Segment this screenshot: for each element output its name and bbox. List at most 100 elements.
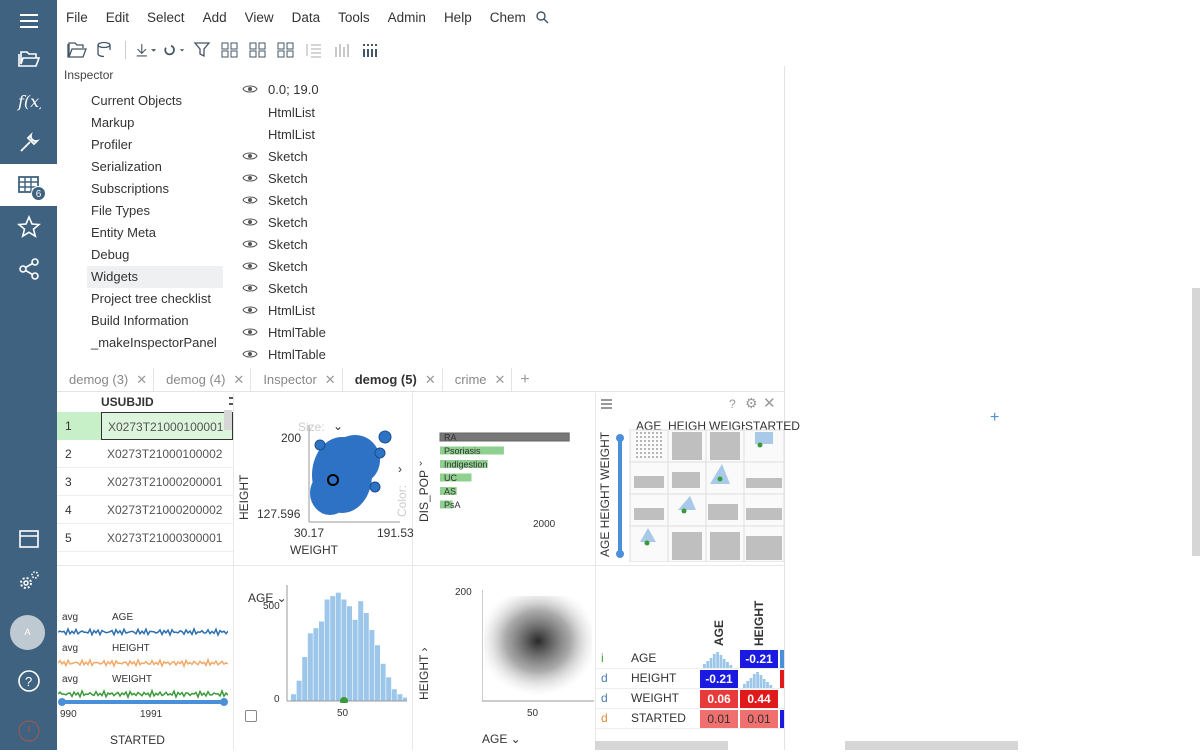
sidebar-help-button[interactable]: ? xyxy=(0,660,57,702)
sidebar-settings-button[interactable] xyxy=(0,560,57,602)
refresh-icon[interactable] xyxy=(163,39,185,61)
density-y-selector[interactable]: HEIGHT › xyxy=(417,647,431,700)
widget-row[interactable]: HtmlTable xyxy=(240,343,360,365)
columns-icon[interactable] xyxy=(359,39,381,61)
eye-icon[interactable] xyxy=(240,151,268,161)
inspector-item-debug[interactable]: Debug xyxy=(91,247,130,262)
hamburger-icon[interactable] xyxy=(600,398,613,410)
view-tab[interactable]: demog (3) ✕ xyxy=(57,367,155,392)
inspector-item-profiler[interactable]: Profiler xyxy=(91,137,133,152)
table-cell[interactable]: X0273T21000200001 xyxy=(107,475,223,489)
corr-cell[interactable]: 0.01 xyxy=(740,710,778,728)
menu-view[interactable]: View xyxy=(244,9,274,25)
table-cell[interactable]: X0273T21000300001 xyxy=(107,531,223,545)
widget-row[interactable]: HtmlList xyxy=(240,101,360,123)
row-number[interactable]: 4 xyxy=(65,503,72,517)
horizontal-scrollbar[interactable] xyxy=(595,741,728,750)
menu-chem[interactable]: Chem xyxy=(489,9,526,25)
corr-cell[interactable]: 0.01 xyxy=(700,710,738,728)
grid-column-header[interactable]: USUBJID xyxy=(101,395,154,409)
help-icon[interactable]: ? xyxy=(729,397,736,411)
table-row[interactable]: 1 X0273T21000100001 xyxy=(57,412,233,440)
table-row[interactable]: 2 X0273T21000100002 xyxy=(57,440,233,468)
horizontal-scrollbar[interactable] xyxy=(845,741,1018,750)
inspector-item-serialization[interactable]: Serialization xyxy=(91,159,162,174)
corr-cell[interactable]: -0.21 xyxy=(740,650,778,668)
widget-row[interactable]: Sketch xyxy=(240,233,360,255)
scatter-x-label[interactable]: WEIGHT xyxy=(290,543,338,557)
widget-row[interactable]: 0.0; 19.0 xyxy=(240,79,360,99)
menu-edit[interactable]: Edit xyxy=(105,9,130,25)
tile-view-icon[interactable] xyxy=(247,39,269,61)
histogram-checkbox[interactable] xyxy=(245,710,257,722)
search-icon[interactable] xyxy=(535,10,549,24)
eye-icon[interactable] xyxy=(240,239,268,249)
widget-row[interactable]: HtmlTable xyxy=(240,321,360,343)
chevron-down-icon[interactable]: ⌄ xyxy=(333,419,344,433)
gear-icon[interactable]: ⚙ xyxy=(745,395,758,411)
inspector-item-make-inspector-panel[interactable]: _makeInspectorPanel xyxy=(91,335,217,350)
database-icon[interactable] xyxy=(94,39,116,61)
menu-add[interactable]: Add xyxy=(202,9,227,25)
histogram-column-selector[interactable]: AGE ⌄ xyxy=(248,591,287,605)
table-row[interactable]: 5 X0273T21000300001 xyxy=(57,524,233,552)
widget-row[interactable]: Sketch xyxy=(240,145,360,167)
grid-view-icon[interactable] xyxy=(219,39,241,61)
sidebar-favorites-button[interactable] xyxy=(0,206,57,248)
table-row[interactable]: 3 X0273T21000200001 xyxy=(57,468,233,496)
row-number[interactable]: 2 xyxy=(65,447,72,461)
menu-select[interactable]: Select xyxy=(147,9,185,25)
inspector-item-project-tree-checklist[interactable]: Project tree checklist xyxy=(91,291,211,306)
bar-y-label[interactable]: DIS_POP xyxy=(417,469,431,522)
view-tab[interactable]: demog (5) ✕ xyxy=(343,367,443,392)
view-tab[interactable]: demog (4) ✕ xyxy=(154,367,252,392)
eye-icon[interactable] xyxy=(240,173,268,183)
close-icon[interactable]: ✕ xyxy=(324,371,336,387)
close-icon[interactable]: ✕ xyxy=(424,371,436,387)
corr-cell[interactable]: 0.06 xyxy=(700,690,738,708)
inspector-item-current-objects[interactable]: Current Objects xyxy=(91,93,183,108)
eye-icon[interactable] xyxy=(240,349,268,359)
column-menu-icon[interactable] xyxy=(229,397,233,405)
corr-cell[interactable]: -0.21 xyxy=(700,670,738,688)
menu-help[interactable]: Help xyxy=(443,9,472,25)
eye-icon[interactable] xyxy=(240,217,268,227)
table-cell[interactable]: X0273T21000100002 xyxy=(107,447,223,461)
menu-admin[interactable]: Admin xyxy=(387,9,426,25)
list-indent-icon[interactable] xyxy=(303,39,325,61)
add-tab-icon[interactable]: + xyxy=(520,370,530,388)
row-number[interactable]: 3 xyxy=(65,475,72,489)
line-x-label[interactable]: STARTED xyxy=(110,733,165,747)
close-icon[interactable]: ✕ xyxy=(136,371,148,387)
user-avatar[interactable]: A xyxy=(10,615,45,650)
eye-icon[interactable] xyxy=(240,261,268,271)
grid-scrollbar[interactable] xyxy=(224,410,232,430)
inspector-item-entity-meta[interactable]: Entity Meta xyxy=(91,225,157,240)
menu-toggle-button[interactable] xyxy=(0,0,57,42)
menu-tools[interactable]: Tools xyxy=(338,9,370,25)
inspector-item-file-types[interactable]: File Types xyxy=(91,203,151,218)
menu-data[interactable]: Data xyxy=(291,9,321,25)
row-number[interactable]: 1 xyxy=(57,412,101,440)
widget-row[interactable]: Sketch xyxy=(240,189,360,211)
widget-row[interactable]: Sketch xyxy=(240,255,360,277)
eye-icon[interactable] xyxy=(240,305,268,315)
eye-icon[interactable] xyxy=(240,195,268,205)
inspector-item-widgets[interactable]: Widgets xyxy=(87,266,223,288)
view-tab[interactable]: crime ✕ xyxy=(443,367,513,392)
time-range-slider[interactable] xyxy=(58,695,230,709)
vertical-scrollbar[interactable] xyxy=(1192,288,1200,556)
sidebar-open-button[interactable] xyxy=(0,38,57,80)
inspector-item-subscriptions[interactable]: Subscriptions xyxy=(91,181,170,196)
close-icon[interactable]: ✕ xyxy=(233,371,245,387)
chevron-right-icon[interactable]: › xyxy=(419,458,423,469)
density-x-selector[interactable]: AGE ⌄ xyxy=(482,732,521,746)
eye-icon[interactable] xyxy=(240,283,268,293)
sidebar-functions-button[interactable]: f(x) xyxy=(0,80,57,122)
table-cell[interactable]: X0273T21000200002 xyxy=(107,503,223,517)
inspector-item-markup[interactable]: Markup xyxy=(91,115,135,130)
layout-icon[interactable] xyxy=(275,39,297,61)
row-number[interactable]: 5 xyxy=(65,531,72,545)
add-icon[interactable]: + xyxy=(990,409,1000,426)
close-icon[interactable]: ✕ xyxy=(494,371,506,387)
